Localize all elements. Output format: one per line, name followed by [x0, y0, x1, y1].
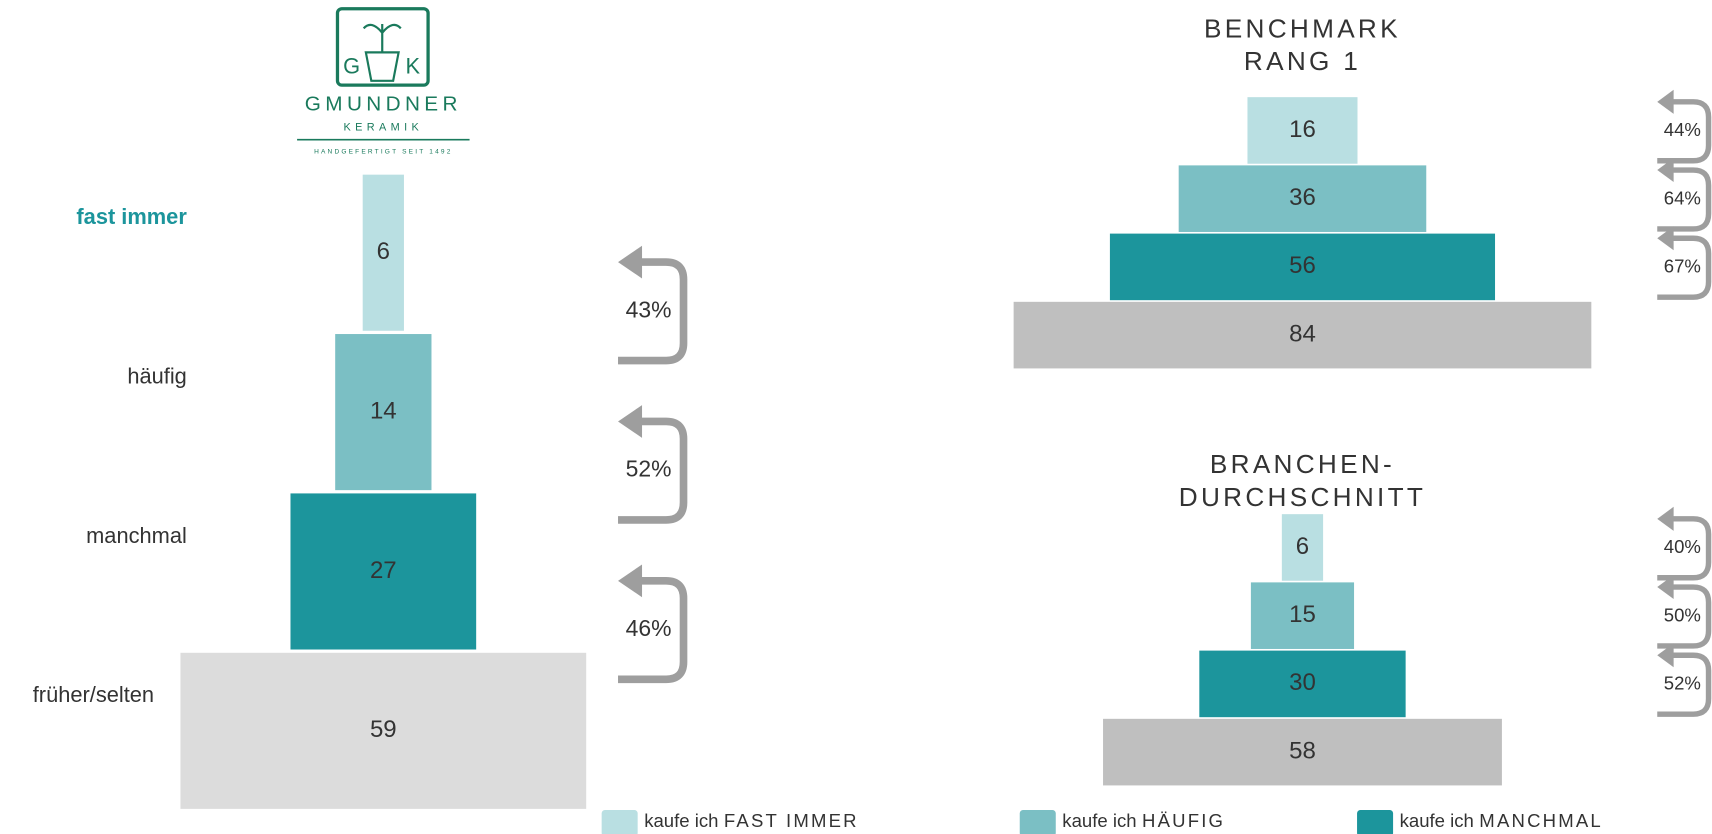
conversion-arrow	[1657, 167, 1712, 232]
funnel-bar	[1103, 718, 1502, 786]
conversion-arrow	[1657, 652, 1712, 717]
bar-value: 6	[1296, 533, 1309, 560]
conversion-arrow	[1657, 516, 1712, 581]
conversion-label: 52%	[1664, 673, 1701, 694]
arrow-head	[1657, 89, 1674, 114]
chart-title: BENCHMARK	[1204, 13, 1401, 43]
legend-name: MANCHMAL	[1479, 810, 1603, 831]
legend-label: kaufe ich MANCHMAL	[1400, 810, 1603, 831]
conversion-label: 44%	[1664, 119, 1701, 140]
legend-prefix: kaufe ich	[1400, 810, 1474, 831]
legend-prefix: kaufe ich	[644, 810, 718, 831]
bar-value: 6	[377, 238, 390, 265]
conversion-label: 50%	[1664, 604, 1701, 625]
funnel-bar	[1250, 582, 1355, 649]
bar-value: 56	[1289, 252, 1316, 279]
logo-tagline: HANDGEFERTIGT SEIT 1492	[314, 148, 452, 155]
legend-name: FAST IMMER	[724, 810, 859, 831]
chart-title: RANG 1	[1244, 46, 1361, 76]
conversion-arrow	[1657, 99, 1712, 164]
conversion-label: 40%	[1664, 536, 1701, 557]
arrow-head	[618, 564, 643, 598]
arrow-head	[1657, 226, 1674, 251]
level-label: manchmal	[86, 523, 187, 548]
conversion-label: 46%	[626, 615, 672, 641]
legend-prefix: kaufe ich	[1062, 810, 1136, 831]
chart-title: BRANCHEN-	[1210, 449, 1395, 479]
funnel-bar	[180, 652, 587, 809]
funnel-bar	[335, 334, 432, 491]
logo-initial: K	[406, 53, 421, 78]
funnel-bar	[1109, 233, 1496, 301]
arrow-head	[618, 405, 643, 438]
arrow-head	[1657, 506, 1674, 531]
arrow-head	[618, 245, 643, 279]
legend-label: kaufe ich HÄUFIG	[1062, 810, 1225, 831]
arrow-head	[1657, 158, 1674, 183]
level-label: früher/selten	[33, 682, 154, 707]
conversion-arrow	[618, 417, 688, 524]
bar-value: 30	[1289, 669, 1316, 696]
legend-swatch	[601, 809, 638, 834]
funnel-bar	[1247, 97, 1358, 164]
level-label: häufig	[127, 363, 186, 388]
bar-value: 27	[370, 557, 397, 584]
bar-value: 36	[1289, 184, 1316, 211]
conversion-arrow	[1657, 584, 1712, 649]
bar-value: 16	[1289, 116, 1316, 143]
legend-swatch	[1019, 809, 1056, 834]
conversion-arrow	[618, 258, 688, 365]
funnel-bar	[1281, 514, 1324, 581]
chart-title: DURCHSCHNITT	[1179, 482, 1426, 512]
bar-value: 14	[370, 397, 397, 424]
conversion-label: 43%	[626, 296, 672, 322]
conversion-arrow	[618, 577, 688, 684]
bar-value: 84	[1289, 320, 1316, 347]
funnel-bar	[1178, 165, 1427, 232]
logo-name: GMUNDNER	[305, 92, 462, 115]
funnel-bar	[290, 493, 477, 650]
funnel-bar	[1199, 650, 1406, 718]
conversion-label: 67%	[1664, 256, 1701, 277]
logo-initial: G	[343, 53, 360, 78]
arrow-head	[1657, 643, 1674, 668]
conversion-arrow	[1657, 235, 1712, 300]
funnel-bar	[1013, 301, 1592, 369]
bar-value: 15	[1289, 601, 1316, 628]
arrow-head	[1657, 575, 1674, 600]
bar-value: 59	[370, 716, 397, 743]
legend-swatch	[1357, 809, 1394, 834]
legend-label: kaufe ich FAST IMMER	[644, 810, 859, 831]
legend-name: HÄUFIG	[1142, 810, 1225, 831]
funnel-bar	[362, 174, 404, 331]
logo: G K GMUNDNER KERAMIK HANDGEFERTIGT SEIT …	[297, 7, 470, 155]
level-label: fast immer	[76, 204, 187, 229]
logo-frame	[335, 7, 430, 87]
logo-sub: KERAMIK	[343, 122, 423, 134]
conversion-label: 64%	[1664, 187, 1701, 208]
bar-value: 58	[1289, 737, 1316, 764]
conversion-label: 52%	[626, 456, 672, 482]
logo-pot	[362, 23, 402, 82]
